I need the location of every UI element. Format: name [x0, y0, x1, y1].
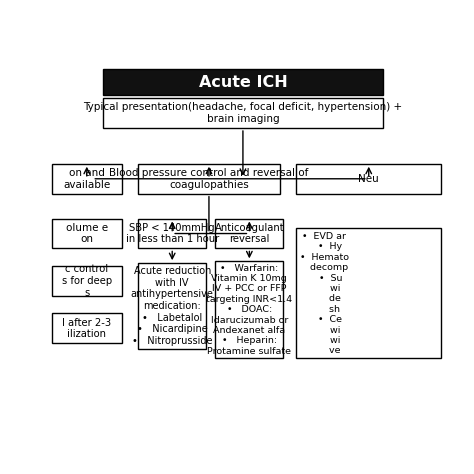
- FancyBboxPatch shape: [138, 263, 206, 349]
- Text: olume e
on: olume e on: [66, 223, 108, 244]
- FancyBboxPatch shape: [296, 164, 441, 194]
- FancyBboxPatch shape: [138, 219, 206, 248]
- Text: c control
s for deep
s: c control s for deep s: [62, 264, 112, 298]
- Text: Typical presentation(headache, focal deficit, hypertension) +
brain imaging: Typical presentation(headache, focal def…: [83, 102, 402, 124]
- Text: •   Warfarin:
Vitamin K 10mg
IV + PCC or FFP
targeting INR<1.4
•   DOAC:
Idaruci: • Warfarin: Vitamin K 10mg IV + PCC or F…: [206, 264, 292, 356]
- Text: on and
available: on and available: [63, 168, 110, 190]
- FancyBboxPatch shape: [52, 313, 122, 343]
- FancyBboxPatch shape: [138, 164, 280, 194]
- Text: Neu: Neu: [358, 174, 379, 184]
- Text: •  EVD ar
    •  Hy
•  Hemato
   decomp
    •  Su
       wi
       de
       sh
: • EVD ar • Hy • Hemato decomp • Su wi de…: [300, 232, 349, 356]
- FancyBboxPatch shape: [215, 261, 283, 358]
- FancyBboxPatch shape: [103, 98, 383, 128]
- FancyBboxPatch shape: [103, 69, 383, 95]
- Text: SBP < 140mmHg
in less than 1 hour: SBP < 140mmHg in less than 1 hour: [126, 223, 219, 244]
- FancyBboxPatch shape: [296, 228, 441, 358]
- Text: l after 2-3
ilization: l after 2-3 ilization: [62, 318, 111, 339]
- FancyBboxPatch shape: [52, 164, 122, 194]
- Text: Blood pressure control and reversal of
coagulopathies: Blood pressure control and reversal of c…: [109, 168, 309, 190]
- Text: Acute ICH: Acute ICH: [199, 74, 287, 90]
- FancyBboxPatch shape: [52, 219, 122, 248]
- FancyBboxPatch shape: [52, 266, 122, 296]
- Text: Anticoagulant
reversal: Anticoagulant reversal: [215, 223, 284, 244]
- FancyBboxPatch shape: [215, 219, 283, 248]
- Text: Acute reduction
with IV
antihypertensive
medication:
•   Labetalol
•   Nicardipi: Acute reduction with IV antihypertensive…: [131, 266, 214, 346]
